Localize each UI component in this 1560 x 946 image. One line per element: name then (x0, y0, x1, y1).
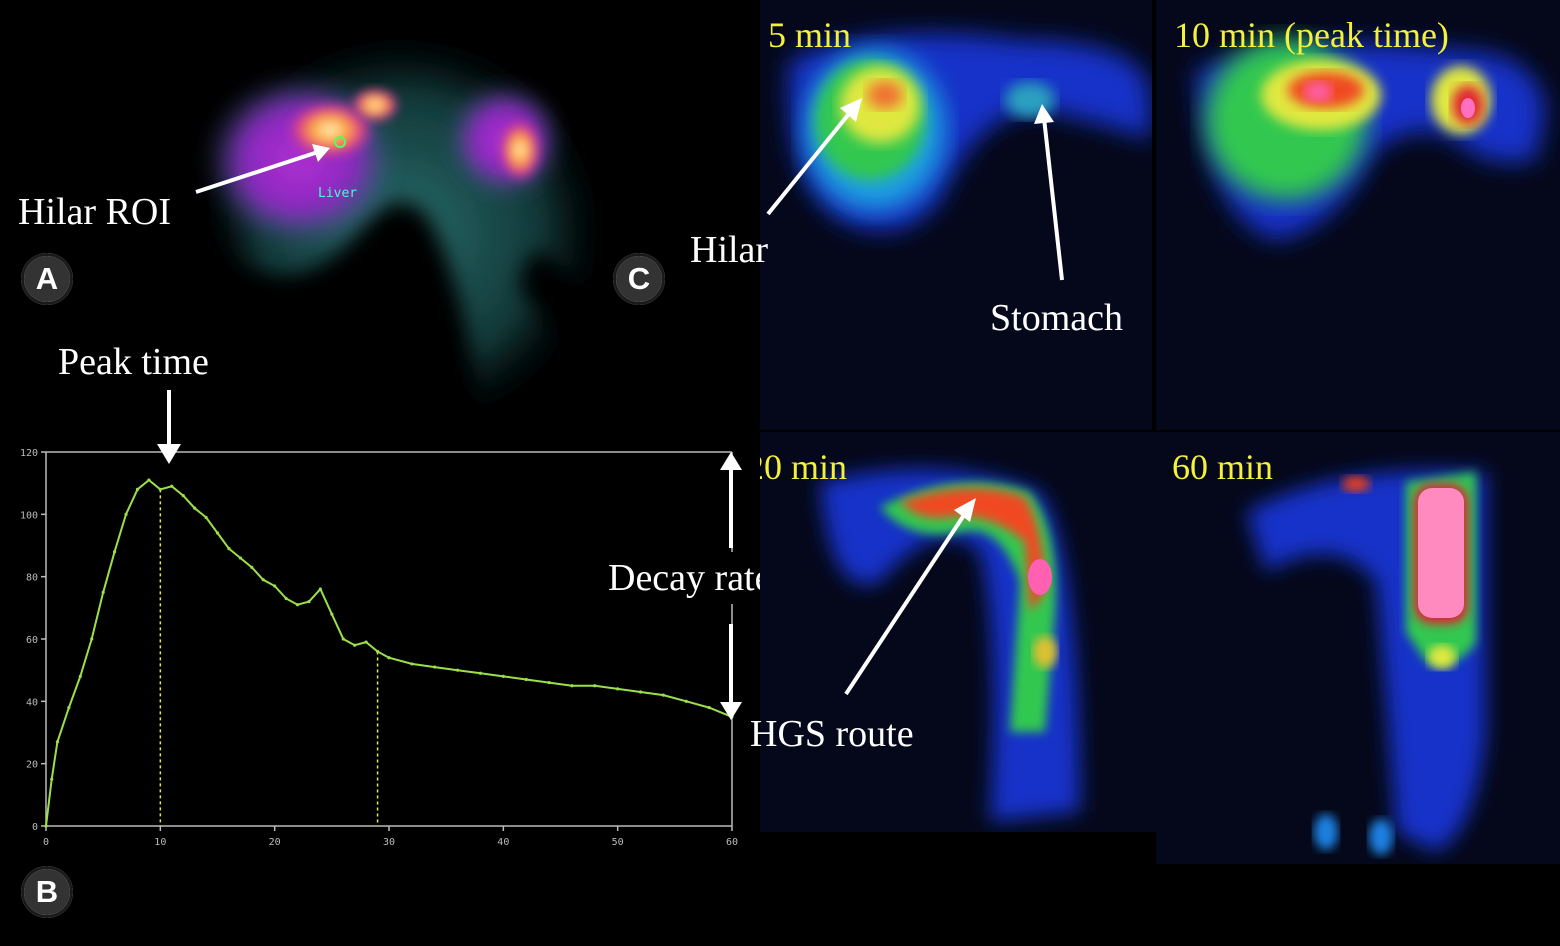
frame-10-min-image (1156, 0, 1560, 430)
hilar-label: Hilar (690, 229, 769, 271)
data-point (341, 637, 345, 641)
data-point (44, 824, 48, 828)
hilar-roi-arrow-icon (195, 144, 330, 194)
data-point (433, 665, 437, 669)
hgs-route-arrow-icon (844, 498, 976, 696)
data-point (181, 494, 185, 498)
data-point (375, 649, 380, 654)
frame-20-min-image (760, 432, 1156, 832)
hilar-roi-label: Hilar ROI (18, 191, 172, 233)
decay-rate-label: Decay rate (602, 552, 778, 604)
x-tick-label: 10 (154, 837, 166, 848)
data-point (661, 693, 666, 697)
panel-b-chart: 0 20 40 60 80 100 120 0 10 20 30 40 50 60 (0, 430, 760, 880)
frame-label-20-min: 20 min (760, 447, 848, 487)
data-point (410, 662, 414, 666)
frame-10-min: 10 min (peak time) (1156, 0, 1560, 430)
data-point (90, 637, 94, 641)
y-tick-label: 40 (26, 697, 38, 708)
data-point (524, 677, 528, 682)
data-point (50, 777, 54, 781)
data-point (707, 705, 711, 710)
data-point (273, 584, 277, 588)
x-tick-label: 20 (269, 837, 281, 848)
data-point (193, 506, 197, 510)
y-tick-label: 100 (20, 510, 38, 521)
data-point (78, 674, 82, 678)
decay-down-arrow-icon (720, 624, 742, 720)
data-point (684, 699, 688, 703)
frame-label-60-min: 60 min (1172, 447, 1274, 487)
hgs-route-label: HGS route (750, 713, 914, 755)
data-point (307, 600, 311, 604)
data-point (616, 687, 620, 691)
series-curve-line (45, 478, 733, 827)
y-tick-label: 0 (32, 822, 38, 833)
frame-label-5-min: 5 min (768, 15, 852, 55)
x-tick-label: 40 (497, 837, 509, 848)
data-point (318, 587, 322, 591)
panel-b-badge: B (21, 866, 73, 918)
data-point (547, 681, 551, 685)
data-point (353, 643, 357, 647)
data-point (330, 612, 334, 616)
roi-caption: Liver (318, 186, 358, 201)
y-tick-label: 20 (26, 760, 38, 771)
data-point (250, 565, 254, 569)
data-point (456, 668, 460, 672)
x-tick-label: 50 (612, 837, 624, 848)
x-tick-label: 30 (383, 837, 395, 848)
x-tick-label: 0 (43, 837, 49, 848)
panel-a-badge: A (21, 253, 73, 305)
data-point (147, 478, 151, 482)
data-point (478, 671, 483, 675)
peak-time-label: Peak time (58, 341, 209, 383)
y-tick-label: 120 (20, 448, 38, 459)
data-point (387, 656, 391, 660)
frame-5-min-image (760, 0, 1152, 430)
frame-60-min-image (1156, 432, 1560, 864)
decay-up-arrow-icon (720, 452, 742, 548)
y-tick-label: 60 (26, 635, 38, 646)
data-point (215, 531, 220, 535)
frame-label-10-min: 10 min (peak time) (1174, 15, 1449, 55)
data-point (295, 603, 300, 607)
data-point (135, 487, 140, 491)
data-point (55, 740, 60, 744)
data-point (124, 512, 128, 516)
hilar-arrow-icon (766, 98, 862, 216)
x-tick-label: 60 (726, 837, 738, 848)
data-point (67, 705, 71, 710)
data-point (570, 684, 574, 688)
time-activity-chart: 0 20 40 60 80 100 120 0 10 20 30 40 50 60 (20, 448, 738, 848)
stomach-label: Stomach (990, 297, 1123, 339)
panel-c-badge: C (613, 253, 665, 305)
data-point (238, 556, 242, 560)
data-point (284, 596, 288, 601)
data-point (638, 690, 643, 694)
y-tick-label: 80 (26, 573, 38, 584)
frame-60-min: 60 min (1156, 432, 1560, 864)
data-point (113, 550, 117, 554)
frame-20-min: 20 min (760, 432, 1156, 832)
data-point (227, 547, 231, 551)
data-point (501, 674, 505, 678)
data-point (170, 484, 174, 488)
peak-time-arrow-icon (157, 390, 181, 464)
panel-a-scan: Liver (0, 0, 600, 430)
stomach-arrow-icon (1034, 104, 1064, 281)
data-point (261, 578, 265, 582)
frame-5-min: 5 min (760, 0, 1152, 430)
data-point (364, 640, 368, 644)
data-point (593, 684, 597, 688)
data-point (158, 487, 162, 491)
data-point (204, 515, 208, 520)
data-point (101, 590, 105, 594)
